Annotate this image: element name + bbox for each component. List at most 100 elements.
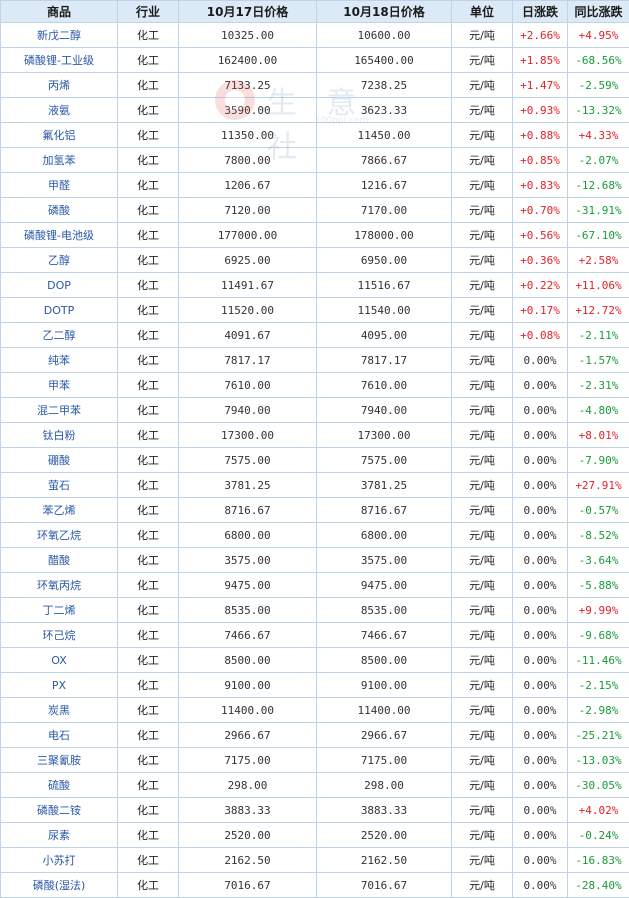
industry-cell: 化工 <box>117 397 179 423</box>
daily-change-cell: +0.22% <box>512 272 568 298</box>
daily-change-cell: 0.00% <box>512 372 568 398</box>
yoy-change-cell: -0.24% <box>567 822 629 848</box>
price-oct18-cell: 3575.00 <box>316 547 452 573</box>
industry-cell: 化工 <box>117 472 179 498</box>
product-name-link[interactable]: 环己烷 <box>0 622 118 648</box>
product-name-link[interactable]: 液氨 <box>0 97 118 123</box>
product-name-link[interactable]: PX <box>0 672 118 698</box>
price-oct17-cell: 3883.33 <box>178 797 317 823</box>
industry-cell: 化工 <box>117 422 179 448</box>
product-name-link[interactable]: 小苏打 <box>0 847 118 873</box>
product-name-link[interactable]: 磷酸锂-工业级 <box>0 47 118 73</box>
price-oct17-cell: 3590.00 <box>178 97 317 123</box>
yoy-change-cell: +9.99% <box>567 597 629 623</box>
industry-cell: 化工 <box>117 797 179 823</box>
table-row: 环己烷 化工 7466.67 7466.67 元/吨 0.00% -9.68% <box>0 622 629 648</box>
price-oct18-cell: 6950.00 <box>316 247 452 273</box>
unit-cell: 元/吨 <box>451 497 513 523</box>
product-name-link[interactable]: 磷酸锂-电池级 <box>0 222 118 248</box>
price-oct18-cell: 11516.67 <box>316 272 452 298</box>
product-name-link[interactable]: 纯苯 <box>0 347 118 373</box>
price-oct18-cell: 4095.00 <box>316 322 452 348</box>
product-name-link[interactable]: OX <box>0 647 118 673</box>
table-row: DOP 化工 11491.67 11516.67 元/吨 +0.22% +11.06% <box>0 272 629 298</box>
yoy-change-cell: +27.91% <box>567 472 629 498</box>
yoy-change-cell: -2.11% <box>567 322 629 348</box>
daily-change-cell: 0.00% <box>512 422 568 448</box>
industry-cell: 化工 <box>117 597 179 623</box>
yoy-change-cell: +12.72% <box>567 297 629 323</box>
product-name-link[interactable]: 氟化铝 <box>0 122 118 148</box>
daily-change-cell: +0.08% <box>512 322 568 348</box>
product-name-link[interactable]: 磷酸二铵 <box>0 797 118 823</box>
unit-cell: 元/吨 <box>451 147 513 173</box>
product-name-link[interactable]: 乙醇 <box>0 247 118 273</box>
price-oct17-cell: 7940.00 <box>178 397 317 423</box>
unit-cell: 元/吨 <box>451 522 513 548</box>
industry-cell: 化工 <box>117 72 179 98</box>
unit-cell: 元/吨 <box>451 472 513 498</box>
product-name-link[interactable]: 加氢苯 <box>0 147 118 173</box>
price-oct17-cell: 162400.00 <box>178 47 317 73</box>
product-name-link[interactable]: 醋酸 <box>0 547 118 573</box>
product-name-link[interactable]: 尿素 <box>0 822 118 848</box>
header-product[interactable]: 商品 <box>0 0 118 23</box>
product-name-link[interactable]: 三聚氰胺 <box>0 747 118 773</box>
product-name-link[interactable]: 磷酸(湿法) <box>0 872 118 898</box>
yoy-change-cell: -13.03% <box>567 747 629 773</box>
product-name-link[interactable]: DOTP <box>0 297 118 323</box>
product-name-link[interactable]: 磷酸 <box>0 197 118 223</box>
product-name-link[interactable]: 炭黑 <box>0 697 118 723</box>
industry-cell: 化工 <box>117 172 179 198</box>
industry-cell: 化工 <box>117 572 179 598</box>
daily-change-cell: +0.88% <box>512 122 568 148</box>
price-oct17-cell: 8716.67 <box>178 497 317 523</box>
header-price-oct18[interactable]: 10月18日价格 <box>316 0 452 23</box>
price-oct18-cell: 7817.17 <box>316 347 452 373</box>
price-oct18-cell: 6800.00 <box>316 522 452 548</box>
product-name-link[interactable]: 甲醛 <box>0 172 118 198</box>
daily-change-cell: 0.00% <box>512 797 568 823</box>
table-row: 环氧乙烷 化工 6800.00 6800.00 元/吨 0.00% -8.52% <box>0 522 629 548</box>
table-row: PX 化工 9100.00 9100.00 元/吨 0.00% -2.15% <box>0 672 629 698</box>
header-industry[interactable]: 行业 <box>117 0 179 23</box>
product-name-link[interactable]: 丙烯 <box>0 72 118 98</box>
product-name-link[interactable]: 甲苯 <box>0 372 118 398</box>
product-name-link[interactable]: 钛白粉 <box>0 422 118 448</box>
header-price-oct17[interactable]: 10月17日价格 <box>178 0 317 23</box>
product-name-link[interactable]: 硼酸 <box>0 447 118 473</box>
price-oct17-cell: 9475.00 <box>178 572 317 598</box>
product-name-link[interactable]: 混二甲苯 <box>0 397 118 423</box>
industry-cell: 化工 <box>117 247 179 273</box>
product-name-link[interactable]: 丁二烯 <box>0 597 118 623</box>
header-yoy-change[interactable]: 同比涨跌 <box>567 0 629 23</box>
product-name-link[interactable]: 电石 <box>0 722 118 748</box>
yoy-change-cell: -12.68% <box>567 172 629 198</box>
product-name-link[interactable]: 苯乙烯 <box>0 497 118 523</box>
yoy-change-cell: -9.68% <box>567 622 629 648</box>
table-row: 电石 化工 2966.67 2966.67 元/吨 0.00% -25.21% <box>0 722 629 748</box>
header-unit[interactable]: 单位 <box>451 0 513 23</box>
daily-change-cell: 0.00% <box>512 447 568 473</box>
industry-cell: 化工 <box>117 447 179 473</box>
daily-change-cell: 0.00% <box>512 772 568 798</box>
industry-cell: 化工 <box>117 547 179 573</box>
header-daily-change[interactable]: 日涨跌 <box>512 0 568 23</box>
product-name-link[interactable]: 环氧乙烷 <box>0 522 118 548</box>
daily-change-cell: +0.56% <box>512 222 568 248</box>
unit-cell: 元/吨 <box>451 397 513 423</box>
product-name-link[interactable]: 环氧丙烷 <box>0 572 118 598</box>
industry-cell: 化工 <box>117 522 179 548</box>
product-name-link[interactable]: DOP <box>0 272 118 298</box>
price-oct18-cell: 3781.25 <box>316 472 452 498</box>
price-oct17-cell: 7466.67 <box>178 622 317 648</box>
price-oct18-cell: 2162.50 <box>316 847 452 873</box>
product-name-link[interactable]: 硫酸 <box>0 772 118 798</box>
product-name-link[interactable]: 萤石 <box>0 472 118 498</box>
unit-cell: 元/吨 <box>451 747 513 773</box>
product-name-link[interactable]: 乙二醇 <box>0 322 118 348</box>
product-name-link[interactable]: 新戊二醇 <box>0 22 118 48</box>
price-oct17-cell: 17300.00 <box>178 422 317 448</box>
industry-cell: 化工 <box>117 672 179 698</box>
yoy-change-cell: +4.33% <box>567 122 629 148</box>
